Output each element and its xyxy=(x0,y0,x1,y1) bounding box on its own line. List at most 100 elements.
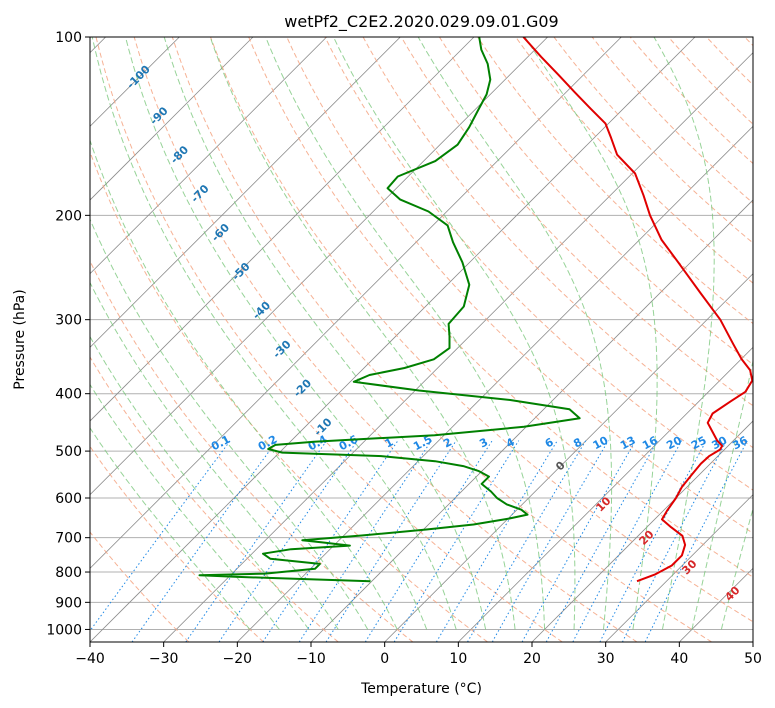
dry-adiabat xyxy=(515,37,753,284)
moist-adiabat xyxy=(209,37,516,630)
mixing-ratio-line xyxy=(393,440,520,642)
isotherm-line xyxy=(384,273,753,642)
wetbulb-label: 10 xyxy=(593,494,613,514)
x-axis-label: Temperature (°C) xyxy=(360,681,482,697)
x-tick-label: 0 xyxy=(380,651,389,667)
isopleth-labels: 0.1 0.2 0.4 0.6 1 1.5 2 3 4 6 8 10 13 16 20 25 30 36-100-… xyxy=(124,63,750,604)
dry-adiabat xyxy=(362,37,753,449)
mixing-ratio-label: 0.1 xyxy=(209,433,232,454)
moist-adiabat xyxy=(90,138,398,630)
y-tick-label: 900 xyxy=(55,595,82,611)
wetbulb-label: -40 xyxy=(250,299,273,322)
isotherm-line xyxy=(90,37,548,496)
dry-adiabat xyxy=(248,37,753,578)
moist-adiabat xyxy=(90,383,280,630)
moist-adiabat xyxy=(333,37,576,630)
mixing-ratio-line xyxy=(521,440,637,642)
mixing-ratio-line xyxy=(545,440,659,642)
skewed-isotherms xyxy=(90,37,753,642)
isotherm-line xyxy=(90,37,475,422)
x-tick-label: 20 xyxy=(523,651,541,667)
dewpoint-profile xyxy=(198,37,581,583)
moist-adiabat xyxy=(163,37,487,630)
moist-adiabat xyxy=(524,37,658,630)
x-tick-label: −10 xyxy=(296,651,326,667)
x-tick-label: −40 xyxy=(75,651,105,667)
isotherm-line xyxy=(679,567,753,642)
isotherm-line xyxy=(90,37,696,642)
mixing-ratio-lines xyxy=(90,440,748,642)
x-tick-label: 40 xyxy=(670,651,688,667)
dry-adiabat xyxy=(668,37,753,125)
mixing-ratio-label: 6 xyxy=(543,435,556,450)
chart-title: wetPf2_C2E2.2020.029.09.01.G09 xyxy=(284,12,558,32)
y-tick-label: 400 xyxy=(55,387,82,403)
dry-adiabat xyxy=(95,37,563,642)
isotherm-line xyxy=(90,37,622,569)
isotherm-line xyxy=(90,37,327,275)
wetbulb-label: 30 xyxy=(679,557,699,577)
dry-adiabat xyxy=(171,37,712,642)
isotherm-line xyxy=(458,346,753,642)
x-tick-label: 50 xyxy=(744,651,762,667)
isotherm-line xyxy=(531,420,753,642)
isotherm-line xyxy=(90,37,401,348)
moist-adiabat xyxy=(90,427,251,630)
y-tick-label: 800 xyxy=(55,565,82,581)
y-tick-label: 300 xyxy=(55,313,82,329)
mixing-ratio-line xyxy=(90,440,231,632)
mixing-ratio-line xyxy=(491,440,609,642)
x-axis-ticks: −40 −30 −20 −10 0 10 20 30 40 50 xyxy=(75,642,762,667)
dry-adiabat xyxy=(90,150,488,642)
wetbulb-label: -20 xyxy=(291,376,314,399)
mixing-ratio-line xyxy=(467,440,587,642)
mixing-ratio-line xyxy=(185,440,328,642)
dry-adiabat xyxy=(324,37,753,491)
mixing-ratio-label: 16 xyxy=(640,434,660,453)
mixing-ratio-line xyxy=(298,440,432,642)
dry-adiabat xyxy=(133,37,638,642)
mixing-ratio-line xyxy=(364,440,493,642)
wetbulb-label: -30 xyxy=(270,338,293,361)
mixing-ratio-label: 20 xyxy=(664,433,684,452)
mixing-ratio-label: 25 xyxy=(689,434,709,453)
y-tick-label: 700 xyxy=(55,531,82,547)
mixing-ratio-line xyxy=(325,440,457,642)
temperature-profile xyxy=(522,37,753,583)
dry-adiabat xyxy=(400,37,753,407)
moist-adiabat xyxy=(91,37,428,630)
mixing-ratio-line xyxy=(644,440,748,642)
dry-adiabat xyxy=(438,37,753,366)
wetbulb-label: -60 xyxy=(209,221,232,244)
wetbulb-label: -70 xyxy=(188,182,211,205)
wetbulb-label: 20 xyxy=(637,527,657,547)
moist-adiabat xyxy=(265,37,546,630)
mixing-ratio-label: 3 xyxy=(477,435,490,450)
dry-adiabat xyxy=(744,37,753,47)
dry-adiabat xyxy=(706,37,753,86)
isotherm-line xyxy=(163,52,753,642)
mixing-ratio-line xyxy=(218,440,358,642)
plot-area: 0.1 0.2 0.4 0.6 1 1.5 2 3 4 6 8 10 13 16 20 25 30 36-100-… xyxy=(90,37,753,642)
mixing-ratio-line xyxy=(262,440,399,642)
mixing-ratio-line xyxy=(599,440,707,642)
moist-adiabat xyxy=(125,37,457,630)
mixing-ratio-label: 10 xyxy=(591,433,611,452)
mixing-ratio-line xyxy=(572,440,683,642)
dry-adiabats xyxy=(90,37,753,642)
y-tick-label: 100 xyxy=(55,30,82,46)
y-axis-label: Pressure (hPa) xyxy=(12,289,28,389)
plot-frame xyxy=(89,36,754,643)
y-tick-label: 200 xyxy=(55,208,82,224)
mixing-ratio-label: 13 xyxy=(618,434,638,453)
x-tick-label: 30 xyxy=(597,651,615,667)
dry-adiabat xyxy=(210,37,753,623)
isotherm-line xyxy=(310,199,753,642)
y-tick-label: 500 xyxy=(55,444,82,460)
isotherm-line xyxy=(237,125,753,642)
dry-adiabat xyxy=(90,259,414,642)
moist-adiabat xyxy=(720,506,753,630)
wetbulb-label: -100 xyxy=(124,63,153,92)
mixing-ratio-label: 36 xyxy=(730,434,750,453)
